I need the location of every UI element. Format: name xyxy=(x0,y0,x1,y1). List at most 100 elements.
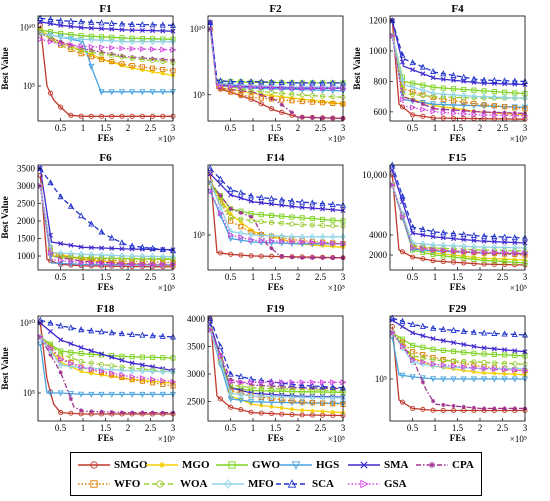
series-marker-sca xyxy=(511,234,518,241)
legend-swatch xyxy=(348,461,380,469)
x-tick-label: 1.5 xyxy=(452,423,464,433)
series-marker-sca xyxy=(78,18,85,25)
series-marker-gsa xyxy=(109,260,116,267)
series-marker-sca xyxy=(481,329,488,336)
series-marker-sma xyxy=(430,234,436,240)
x-axis-label: FEs xyxy=(450,434,466,444)
legend: SMGO MGO GWO HGS SMA CPA WFO WOA MFO SCA GSA xyxy=(70,452,482,496)
series-marker-smgo xyxy=(450,115,457,121)
series-marker-mfo xyxy=(481,365,487,372)
series-line-smgo xyxy=(209,318,344,417)
series-marker-mfo xyxy=(160,38,166,46)
series-marker-wfo xyxy=(109,59,115,65)
x-tick-label: 0.5 xyxy=(225,123,237,133)
series-marker-sca xyxy=(501,77,508,84)
x-tick-label: 2 xyxy=(126,123,131,133)
series-marker-cpa xyxy=(430,398,436,404)
x-multiplier: ×10⁵ xyxy=(510,434,527,444)
series-marker-sca xyxy=(470,231,477,239)
y-tick-label: 600 xyxy=(374,107,388,117)
series-marker-gwo xyxy=(119,353,125,359)
series-marker-sca xyxy=(227,370,234,377)
series-marker-mfo xyxy=(279,232,285,240)
series-marker-mfo xyxy=(217,358,224,366)
series-marker-mgo xyxy=(310,408,315,413)
series-marker-wfo xyxy=(268,96,275,102)
series-marker-sca xyxy=(149,244,156,251)
series-marker-mfo xyxy=(47,31,54,39)
series-marker-gwo xyxy=(491,258,497,264)
chart-panel-f15: F15 0.5 1 1.5 2 2.5 3 2000 4000 10,000 FEs ×10⁵ xyxy=(362,152,529,293)
series-marker-cpa xyxy=(248,89,254,95)
x-multiplier: ×10⁵ xyxy=(328,434,345,444)
series-marker-cpa xyxy=(289,255,295,260)
series-marker-sca xyxy=(481,76,488,83)
series-marker-cpa xyxy=(441,402,446,408)
series-marker-woa xyxy=(330,94,336,100)
series-marker-mfo xyxy=(319,233,326,241)
series-marker-sma xyxy=(330,207,336,213)
series-marker-sca xyxy=(37,14,44,21)
series-marker-gsa xyxy=(512,249,519,256)
series-marker-mgo xyxy=(502,371,507,376)
series-marker-gsa xyxy=(139,261,146,268)
series-marker-gsa xyxy=(68,258,75,265)
series-line-sca xyxy=(391,164,526,239)
series-marker-sma xyxy=(471,237,477,243)
y-tick-label: 10¹⁰ xyxy=(20,23,36,33)
series-marker-cpa xyxy=(461,108,466,113)
series-marker-smgo xyxy=(228,251,234,257)
series-marker-mgo xyxy=(109,60,114,65)
series-marker-gwo xyxy=(268,212,275,218)
y-tick-label: 4000 xyxy=(187,314,206,324)
series-marker-sma xyxy=(109,354,115,360)
series-marker-woa xyxy=(320,222,326,229)
series-marker-sma xyxy=(119,27,125,33)
series-marker-sca xyxy=(139,21,146,28)
series-marker-sma xyxy=(119,246,125,252)
series-marker-hgs xyxy=(481,103,488,110)
series-marker-mfo xyxy=(248,231,254,239)
series-marker-gwo xyxy=(139,35,145,42)
series-marker-gsa xyxy=(150,46,157,53)
series-marker-woa xyxy=(129,55,135,61)
series-marker-woa xyxy=(481,359,487,365)
series-marker-mfo xyxy=(160,253,166,261)
series-group xyxy=(207,315,347,419)
series-marker-mfo xyxy=(268,232,275,240)
series-marker-gwo xyxy=(471,87,477,93)
series-marker-gsa xyxy=(410,357,417,364)
series-marker-wfo xyxy=(228,89,234,95)
series-marker-woa xyxy=(299,222,305,228)
series-marker-sca xyxy=(288,197,295,204)
series-marker-cpa xyxy=(48,352,53,357)
series-marker-gsa xyxy=(150,376,157,383)
series-marker-gsa xyxy=(88,43,95,50)
series-line-cpa xyxy=(391,332,525,410)
series-marker-gsa xyxy=(217,82,224,89)
series-marker-woa xyxy=(109,363,115,369)
series-marker-sca xyxy=(227,78,234,85)
series-marker-gwo xyxy=(461,255,467,261)
series-marker-smgo xyxy=(279,411,285,417)
series-line-wfo xyxy=(39,31,174,72)
series-marker-woa xyxy=(150,57,156,64)
series-marker-cpa xyxy=(310,115,315,120)
series-marker-gwo xyxy=(430,346,436,352)
series-marker-mgo xyxy=(279,405,284,411)
series-marker-wfo xyxy=(98,56,105,62)
legend-item-woa: WOA xyxy=(143,475,208,493)
series-marker-cpa xyxy=(130,55,135,60)
series-marker-gsa xyxy=(430,246,437,253)
series-marker-sca xyxy=(319,79,326,86)
series-marker-woa xyxy=(440,357,446,364)
legend-label: SMA xyxy=(384,459,409,471)
x-multiplier: ×10⁵ xyxy=(510,134,527,144)
series-marker-sma xyxy=(238,387,244,393)
series-marker-sca xyxy=(440,325,447,332)
series-marker-gsa xyxy=(299,239,306,246)
series-marker-hgs xyxy=(237,237,244,244)
y-tick-label: 10,000 xyxy=(362,170,387,180)
series-marker-cpa xyxy=(269,246,274,251)
series-marker-mfo xyxy=(299,393,305,401)
